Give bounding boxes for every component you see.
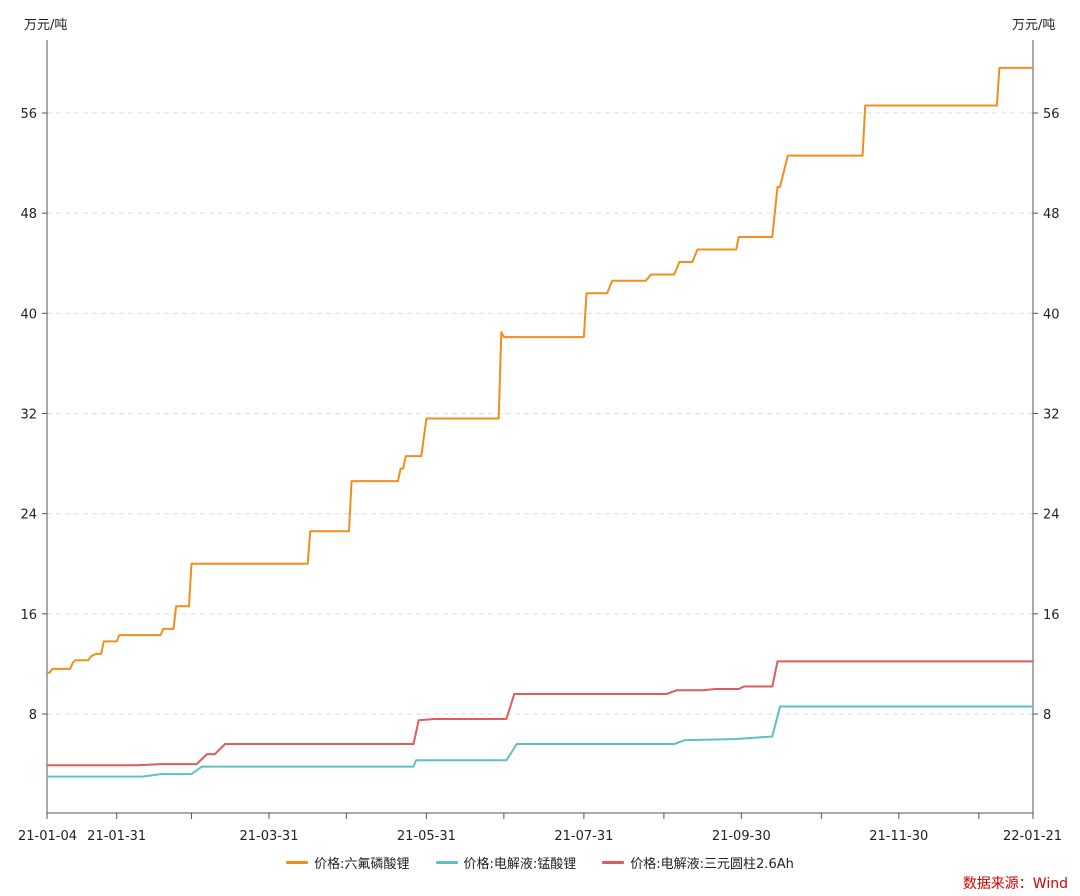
y-axis-unit-left: 万元/吨 bbox=[24, 18, 68, 33]
axes bbox=[42, 40, 1038, 819]
y-tick-label-right: 56 bbox=[1043, 107, 1060, 122]
y-tick-label-left: 32 bbox=[20, 408, 37, 423]
legend-label-lipf6: 价格:六氟磷酸锂 bbox=[314, 857, 410, 872]
x-tick-label: 21-01-31 bbox=[87, 829, 146, 844]
grid-lines bbox=[47, 112, 1033, 715]
y-tick-label-right: 32 bbox=[1043, 408, 1060, 423]
y-axis-unit-right: 万元/吨 bbox=[1012, 18, 1056, 33]
legend: 价格:六氟磷酸锂 价格:电解液:锰酸锂 价格:电解液:三元圆柱2.6Ah bbox=[0, 853, 1080, 872]
legend-swatch-lmo-electrolyte bbox=[435, 861, 458, 864]
x-tick-label: 21-05-31 bbox=[397, 829, 456, 844]
legend-label-lmo-electrolyte: 价格:电解液:锰酸锂 bbox=[463, 857, 577, 872]
x-tick-label: 21-09-30 bbox=[712, 829, 771, 844]
y-tick-label-right: 8 bbox=[1043, 708, 1051, 723]
x-tick-label: 21-03-31 bbox=[239, 829, 298, 844]
x-tick-label: 21-11-30 bbox=[869, 829, 928, 844]
y-tick-label-left: 40 bbox=[20, 307, 37, 322]
legend-item-ncm-electrolyte[interactable]: 价格:电解液:三元圆柱2.6Ah bbox=[602, 853, 794, 872]
data-source: 数据来源：Wind bbox=[962, 876, 1068, 892]
y-tick-label-left: 56 bbox=[20, 107, 37, 122]
y-tick-label-left: 16 bbox=[20, 608, 37, 623]
legend-label-ncm-electrolyte: 价格:电解液:三元圆柱2.6Ah bbox=[630, 857, 794, 872]
x-tick-label: 21-07-31 bbox=[554, 829, 613, 844]
tick-labels: 8 8 16 16 24 24 32 32 40 40 48 48 56 56 21-01-04 21-01-… bbox=[18, 107, 1062, 844]
series-lines bbox=[47, 66, 1033, 778]
y-tick-label-right: 48 bbox=[1043, 207, 1060, 222]
legend-swatch-ncm-electrolyte bbox=[602, 861, 625, 864]
x-tick-label: 21-01-04 bbox=[18, 829, 77, 844]
legend-item-lipf6[interactable]: 价格:六氟磷酸锂 bbox=[286, 853, 410, 872]
series-line-0 bbox=[47, 66, 1033, 674]
y-tick-label-right: 24 bbox=[1043, 508, 1060, 523]
y-tick-label-right: 40 bbox=[1043, 307, 1060, 322]
y-tick-label-left: 24 bbox=[20, 508, 37, 523]
series-line-1 bbox=[47, 705, 1033, 778]
series-line-2 bbox=[47, 660, 1033, 767]
legend-swatch-lipf6 bbox=[286, 861, 309, 864]
legend-item-lmo-electrolyte[interactable]: 价格:电解液:锰酸锂 bbox=[435, 853, 577, 872]
y-tick-label-right: 16 bbox=[1043, 608, 1060, 623]
y-tick-label-left: 48 bbox=[20, 207, 37, 222]
y-tick-label-left: 8 bbox=[29, 708, 37, 723]
x-tick-label: 22-01-21 bbox=[1003, 829, 1062, 844]
line-chart: 8 8 16 16 24 24 32 32 40 40 48 48 56 56 21-01-04 21-01-… bbox=[18, 40, 1062, 844]
